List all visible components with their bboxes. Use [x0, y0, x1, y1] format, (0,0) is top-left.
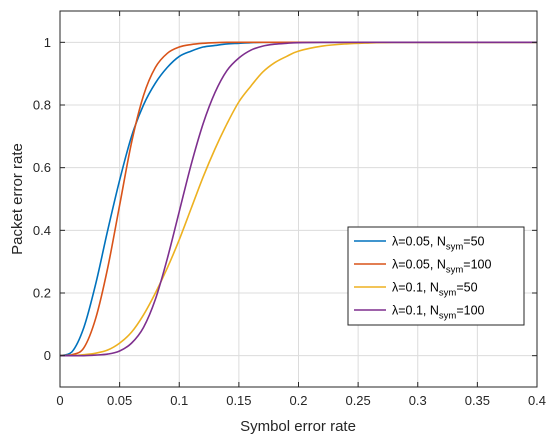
- legend-entry-text: λ=0.05, N: [392, 235, 446, 249]
- series-lines: [59, 41, 537, 357]
- y-axis-ticks: 0 0.2 0.4 0.6 0.8 1: [33, 35, 537, 363]
- legend-entry-suffix: =100: [463, 258, 491, 272]
- legend-entry-text: λ=0.1, N: [392, 281, 439, 295]
- x-tick-label: 0.1: [170, 393, 188, 408]
- y-tick-label: 0: [44, 348, 51, 363]
- legend-entry-suffix: =50: [463, 235, 484, 249]
- y-tick-label: 0.4: [33, 223, 51, 238]
- x-tick-label: 0: [56, 393, 63, 408]
- y-axis-label: Packet error rate: [9, 143, 26, 255]
- legend-entry-subscript: sym: [439, 288, 457, 299]
- legend-entry-4: λ=0.1, Nsym=100: [392, 304, 485, 322]
- legend-entry-3: λ=0.1, Nsym=50: [392, 281, 478, 299]
- legend-entry-1: λ=0.05, Nsym=50: [392, 235, 485, 253]
- legend-entry-subscript: sym: [446, 242, 464, 253]
- x-tick-label: 0.3: [409, 393, 427, 408]
- legend-box: [347, 226, 525, 326]
- y-tick-label: 0.6: [33, 160, 51, 175]
- series-line-3: [60, 41, 537, 357]
- x-tick-label: 0.2: [289, 393, 307, 408]
- y-tick-label: 0.8: [33, 98, 51, 113]
- x-tick-label: 0.4: [528, 393, 546, 408]
- x-tick-label: 0.15: [226, 393, 251, 408]
- legend-entry-text: λ=0.1, N: [392, 304, 439, 318]
- legend-entry-text: λ=0.05, N: [392, 258, 446, 272]
- x-tick-label: 0.25: [345, 393, 370, 408]
- legend-entry-subscript: sym: [446, 265, 464, 276]
- legend-entry-suffix: =50: [456, 281, 477, 295]
- y-tick-label: 1: [44, 35, 51, 50]
- x-tick-label: 0.35: [465, 393, 490, 408]
- x-axis-label: Symbol error rate: [240, 418, 356, 435]
- legend-entry-2: λ=0.05, Nsym=100: [392, 258, 491, 276]
- y-tick-label: 0.2: [33, 286, 51, 301]
- legend-entry-suffix: =100: [456, 304, 484, 318]
- legend-entry-subscript: sym: [439, 311, 457, 322]
- x-axis-ticks: 0 0.05 0.1 0.15 0.2 0.25 0.3 0.35 0.4: [56, 11, 546, 408]
- series-line-4: [60, 41, 537, 357]
- x-tick-label: 0.05: [107, 393, 132, 408]
